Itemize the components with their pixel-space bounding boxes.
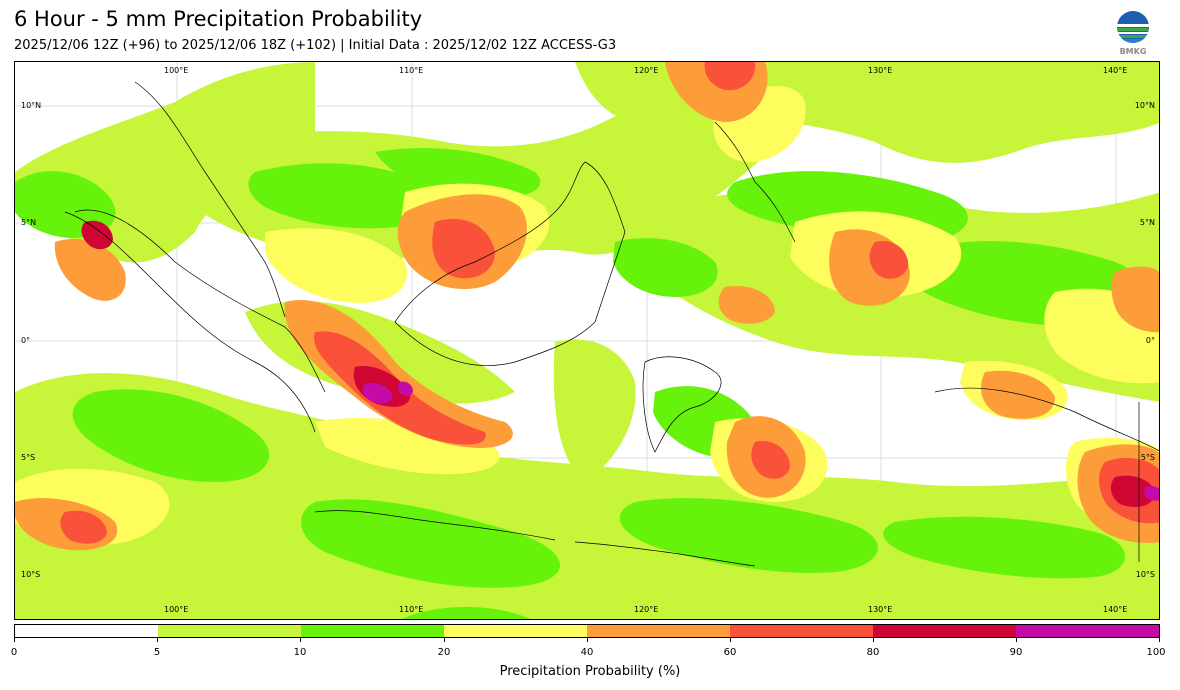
colorbar-tick-60: 60 [723,647,737,658]
svg-text:BMKG: BMKG [1120,47,1147,56]
lat-label-left-0: 0° [21,336,31,345]
lat-label-left-10n: 10°N [21,101,42,110]
colorbar-tickmark-40 [587,638,588,642]
lat-label-right-0: 0° [1145,336,1155,345]
lon-label-bottom-130: 130°E [868,605,893,614]
colorbar-bin-90-100 [1016,625,1159,637]
lat-label-right-10n: 10°N [1134,101,1155,110]
lat-label-left-5n: 5°N [21,218,37,227]
colorbar-bin-60-80 [730,625,873,637]
colorbar-tick-0: 0 [10,647,18,658]
colorbar-bin-80-90 [873,625,1016,637]
lon-label-bottom-100: 100°E [164,605,189,614]
prob-band-10-20 [15,148,1145,619]
lon-label-bottom-140: 140°E [1103,605,1128,614]
lon-label-top-140: 140°E [1103,66,1128,75]
coast-nusa-tenggara [574,541,756,567]
coast-borneo [394,161,626,366]
colorbar-tickmark-100 [1159,638,1160,642]
colorbar-bin-40-60 [587,625,730,637]
lon-label-top-120: 120°E [634,66,659,75]
coast-malay-peninsula [134,81,286,318]
coast-sumatra-east [74,209,326,393]
lon-label-bottom-110: 110°E [399,605,424,614]
bmkg-logo: BMKG [1113,10,1153,56]
chart-title: 6 Hour - 5 mm Precipitation Probability [14,7,423,31]
colorbar-tick-100: 100 [1146,647,1166,658]
lon-label-top-130: 130°E [868,66,893,75]
coast-sumatra-west [64,211,316,433]
colorbar-tick-20: 20 [437,647,451,658]
coast-java [314,510,556,541]
colorbar-tickmark-60 [730,638,731,642]
lon-label-top-100: 100°E [164,66,189,75]
lon-label-bottom-120: 120°E [634,605,659,614]
coast-sulawesi [642,356,722,453]
colorbar-tickmark-90 [1016,638,1017,642]
colorbar-bin-0-5 [15,625,158,637]
coast-philippines [714,121,796,243]
lat-label-right-5n: 5°N [1139,218,1155,227]
colorbar-tick-5: 5 [153,647,161,658]
lat-label-right-10s: 10°S [1135,570,1155,579]
lat-label-left-5s: 5°S [21,453,36,462]
lat-label-left-10s: 10°S [21,570,41,579]
colorbar-bin-20-40 [444,625,587,637]
coastlines [64,81,1159,567]
precipitation-map: 100°E 110°E 120°E 130°E 140°E 100°E 110°… [14,61,1160,620]
colorbar-tick-10: 10 [293,647,307,658]
colorbar-tick-80: 80 [866,647,880,658]
colorbar-tickmark-10 [300,638,301,642]
chart-subtitle: 2025/12/06 12Z (+96) to 2025/12/06 18Z (… [14,38,617,53]
colorbar-label: Precipitation Probability (%) [499,664,681,679]
colorbar-bin-5-10 [158,625,301,637]
colorbar-tick-90: 90 [1009,647,1023,658]
prob-band-90-100 [362,381,1159,501]
colorbar-bin-10-20 [301,625,444,637]
colorbar-tickmark-20 [444,638,445,642]
lon-label-top-110: 110°E [399,66,424,75]
colorbar-tick-40: 40 [580,647,594,658]
map-canvas [15,62,1159,619]
lat-label-right-5s: 5°S [1140,453,1155,462]
colorbar-tickmark-5 [157,638,158,642]
colorbar [14,624,1160,638]
colorbar-tickmark-0 [14,638,15,642]
colorbar-tickmark-80 [873,638,874,642]
